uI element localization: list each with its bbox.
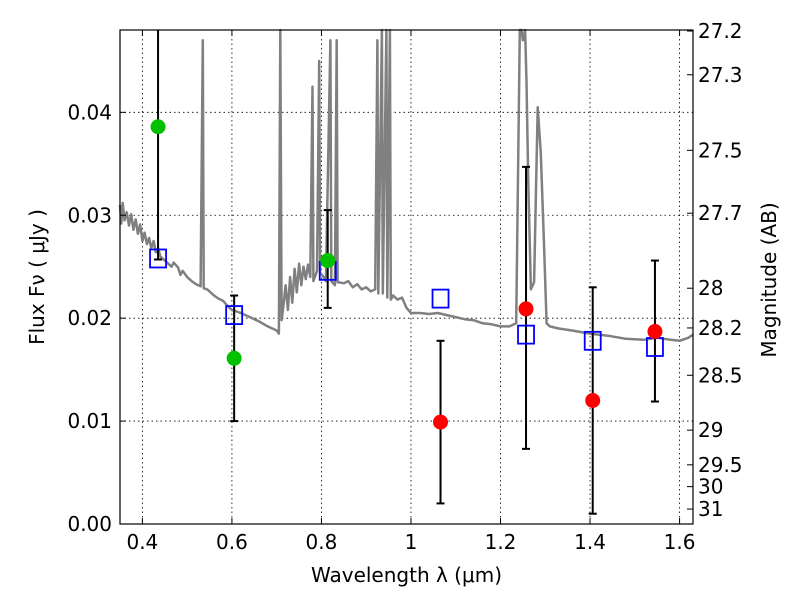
x-tick-label: 1.6 [664,530,696,554]
grid [120,30,693,524]
model-photometry-marker [225,305,244,325]
right-tick-label: 31 [698,497,723,521]
y-tick-label: 0.04 [67,100,112,124]
y-tick-label: 0.01 [67,409,112,433]
x-tick-label: 1 [405,530,418,554]
model-photometry-marker [517,324,535,345]
right-tick-label: 30 [698,475,723,499]
model-spectrum [118,28,694,343]
observed-flux-marker [150,119,166,135]
right-tick-label: 28.2 [698,316,743,340]
right-tick-label: 27.5 [698,138,743,162]
x-tick-label: 0.8 [306,530,338,554]
right-tick-label: 28.5 [698,363,743,387]
y-axis-label: Flux Fν ( μJy ) [25,209,49,345]
y-tick-label: 0.03 [67,203,112,227]
y-tick-label: 0.02 [67,306,112,330]
data-points [149,30,664,515]
right-tick-label: 28 [698,276,723,300]
y-tick-label: 0.00 [67,512,112,536]
x-tick-label: 0.4 [126,530,158,554]
x-tick-label: 0.6 [216,530,248,554]
observed-flux-marker [518,301,534,317]
right-tick-label: 27.2 [698,19,743,43]
observed-flux-marker [585,393,601,408]
observed-flux-marker [320,253,336,269]
right-axis-label: Magnitude (AB) [757,202,781,357]
spectrum-line [118,28,694,343]
plot-frame [119,29,694,525]
observed-flux-marker [226,350,242,366]
observed-flux-marker [433,414,449,430]
right-tick-label: 29.5 [698,453,743,477]
x-tick-label: 1.2 [485,530,517,554]
right-tick-label: 27.3 [698,63,743,87]
observed-flux-marker [647,324,663,340]
model-photometry-marker [583,330,602,351]
axis-ticks: 0.4 0.6 0.8 1 1.2 1.4 1.6 0.00 0.01 0.02 0.03 0.04 2… [67,19,742,554]
model-photometry-marker [431,288,450,309]
model-photometry-marker [149,248,167,269]
x-axis-label: Wavelength λ (μm) [311,563,502,587]
x-tick-label: 1.4 [574,530,606,554]
right-tick-label: 27.7 [698,201,743,225]
right-tick-label: 29 [698,418,723,442]
